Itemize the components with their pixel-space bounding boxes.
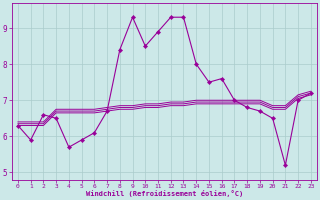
X-axis label: Windchill (Refroidissement éolien,°C): Windchill (Refroidissement éolien,°C) <box>86 190 243 197</box>
